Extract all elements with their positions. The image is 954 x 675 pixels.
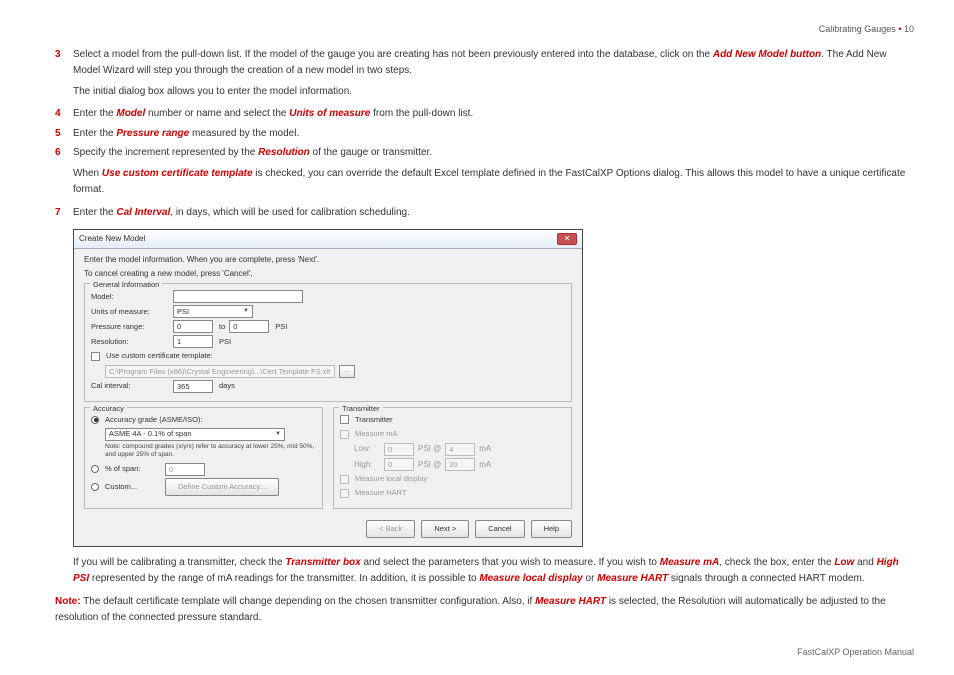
step-4-text: Enter the Model number or name and selec… <box>73 106 914 123</box>
accuracy-grade-select[interactable]: ASME 4A - 0.1% of span▼ <box>105 428 285 441</box>
step-6-below: When Use custom certificate template is … <box>73 166 914 199</box>
cal-interval-label: Cal interval: <box>91 380 169 392</box>
dialog-instr1: Enter the model information. When you ar… <box>84 255 572 265</box>
pct-span-radio[interactable] <box>91 465 99 473</box>
header-section: Calibrating Gauges <box>819 24 896 34</box>
high-ma-input: 20 <box>445 458 475 471</box>
step-num-7: 7 <box>55 205 73 222</box>
step-5-text: Enter the Pressure range measured by the… <box>73 126 914 143</box>
create-model-dialog: Create New Model ✕ Enter the model infor… <box>73 229 583 547</box>
accuracy-legend: Accuracy <box>90 403 127 415</box>
general-info-fieldset: General Information Model: Units of meas… <box>84 283 572 401</box>
cancel-button[interactable]: Cancel <box>475 520 524 538</box>
measure-local-checkbox <box>340 475 349 484</box>
step-num-5: 5 <box>55 126 73 143</box>
chevron-down-icon: ▼ <box>243 307 249 317</box>
pressure-label: Pressure range: <box>91 321 169 333</box>
page-header: Calibrating Gauges • 10 <box>55 22 914 37</box>
high-psi-input: 0 <box>384 458 414 471</box>
dialog-instr2: To cancel creating a new model, press 'C… <box>84 269 572 279</box>
low-ma-input: 4 <box>445 443 475 456</box>
units-select[interactable]: PSI▼ <box>173 305 253 318</box>
back-button: < Back <box>366 520 415 538</box>
transmitter-fieldset: Transmitter Transmitter Measure mA Low: … <box>333 407 572 509</box>
custom-radio[interactable] <box>91 483 99 491</box>
header-page: 10 <box>904 24 914 34</box>
step-3-text: Select a model from the pull-down list. … <box>73 47 914 80</box>
note-para: Note: The default certificate template w… <box>55 594 914 627</box>
transmitter-checkbox[interactable] <box>340 415 349 424</box>
step-num-3: 3 <box>55 47 73 80</box>
cert-label: Use custom certificate template: <box>106 350 213 362</box>
model-label: Model: <box>91 291 169 303</box>
pressure-from-input[interactable]: 0 <box>173 320 213 333</box>
header-bullet: • <box>898 24 901 34</box>
next-button[interactable]: Next > <box>421 520 469 538</box>
note-label: Note: <box>55 596 81 607</box>
resolution-input[interactable]: 1 <box>173 335 213 348</box>
step-7-text: Enter the Cal Interval, in days, which w… <box>73 205 914 222</box>
close-icon[interactable]: ✕ <box>557 233 577 245</box>
units-label: Units of measure: <box>91 306 169 318</box>
step-num-6: 6 <box>55 145 73 162</box>
model-input[interactable] <box>173 290 303 303</box>
transmitter-legend: Transmitter <box>339 403 383 415</box>
define-custom-button: Define Custom Accuracy... <box>165 478 279 496</box>
general-legend: General Information <box>90 279 162 291</box>
pressure-to-input[interactable]: 0 <box>229 320 269 333</box>
dialog-title: Create New Model <box>79 232 145 245</box>
low-psi-input: 0 <box>384 443 414 456</box>
footer-text: FastCalXP Operation Manual <box>797 647 914 657</box>
browse-button[interactable]: ... <box>339 365 355 378</box>
post-para-1: If you will be calibrating a transmitter… <box>73 555 914 588</box>
accuracy-note: Note: compound grades (x/y/x) refer to a… <box>105 443 316 459</box>
step-num-4: 4 <box>55 106 73 123</box>
cert-path-input: C:\Program Files (x86)\Crystal Engineeri… <box>105 365 335 378</box>
measure-ma-checkbox <box>340 430 349 439</box>
cert-checkbox[interactable] <box>91 352 100 361</box>
pct-span-input: 0 <box>165 463 205 476</box>
step-3-below: The initial dialog box allows you to ent… <box>73 84 914 101</box>
help-button[interactable]: Help <box>531 520 572 538</box>
resolution-label: Resolution: <box>91 336 169 348</box>
cal-interval-input[interactable]: 365 <box>173 380 213 393</box>
step-6-text: Specify the increment represented by the… <box>73 145 914 162</box>
accuracy-grade-radio[interactable] <box>91 416 99 424</box>
accuracy-fieldset: Accuracy Accuracy grade (ASME/ISO): ASME… <box>84 407 323 509</box>
chevron-down-icon: ▼ <box>275 430 281 440</box>
measure-hart-checkbox <box>340 489 349 498</box>
